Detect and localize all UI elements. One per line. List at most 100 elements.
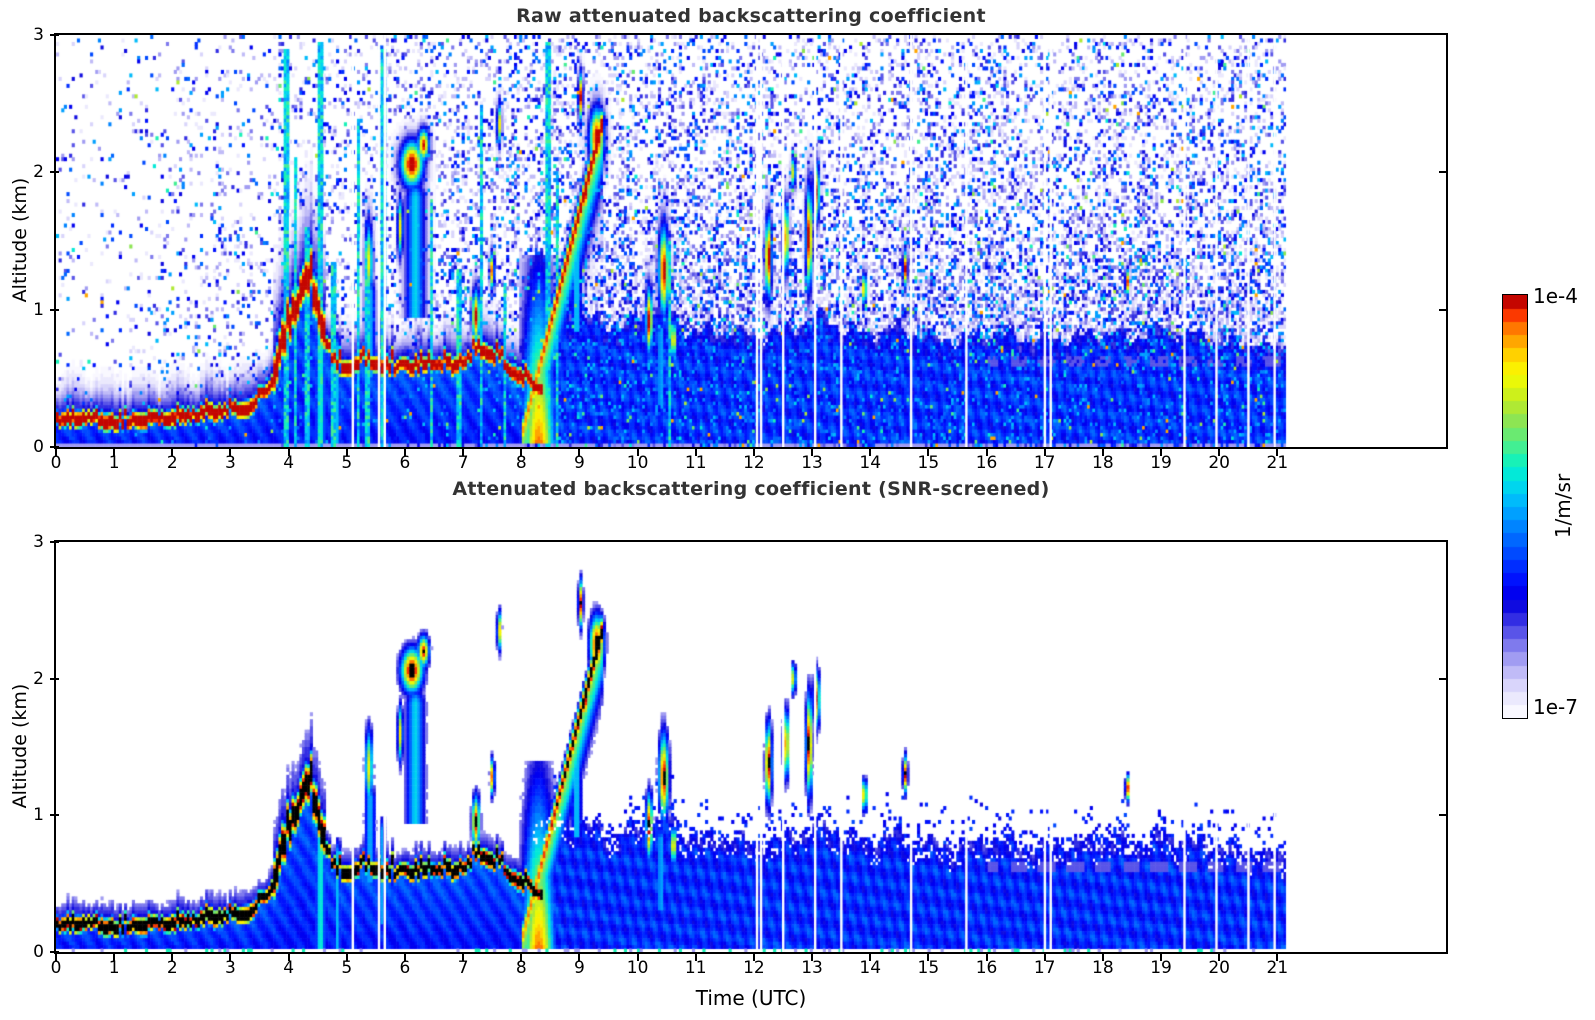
x-tick xyxy=(55,449,57,456)
x-tick xyxy=(55,954,57,961)
right-tick xyxy=(1439,814,1446,817)
x-tick xyxy=(1101,954,1104,961)
x-tick-label: 21 xyxy=(1266,958,1289,978)
colorbar-canvas xyxy=(1503,295,1527,718)
x-tick xyxy=(1160,954,1163,961)
x-tick xyxy=(1276,954,1279,961)
x-tick xyxy=(927,954,930,961)
screened-panel xyxy=(54,540,1448,954)
x-tick-label: 3 xyxy=(225,453,236,473)
colorbar-unit-label: 1/m/sr xyxy=(1551,473,1575,539)
x-tick-label: 15 xyxy=(917,453,940,473)
x-tick xyxy=(869,449,872,456)
raw-panel-title: Raw attenuated backscattering coefficien… xyxy=(516,5,986,27)
x-tick xyxy=(287,954,290,961)
y-tick-label: 3 xyxy=(33,25,44,45)
x-tick xyxy=(752,954,755,961)
x-tick xyxy=(578,449,581,456)
right-tick xyxy=(1439,308,1446,311)
x-tick-label: 18 xyxy=(1092,453,1114,473)
x-tick-label: 14 xyxy=(859,453,882,473)
colorbar xyxy=(1502,294,1528,719)
x-tick-label: 11 xyxy=(684,958,707,978)
x-tick-label: 16 xyxy=(975,453,998,473)
x-tick-label: 8 xyxy=(515,958,527,978)
x-tick-label: 14 xyxy=(859,958,882,978)
x-tick xyxy=(229,954,232,961)
x-tick xyxy=(869,954,872,961)
x-tick-label: 20 xyxy=(1208,453,1230,473)
x-tick-label: 9 xyxy=(574,453,585,473)
x-tick-label: 12 xyxy=(743,958,765,978)
screened-y-axis-label: Altitude (km) xyxy=(9,683,31,809)
x-tick-label: 19 xyxy=(1150,958,1172,978)
x-tick-label: 1 xyxy=(108,453,120,473)
colorbar-min-label: 1e-7 xyxy=(1533,695,1578,719)
x-tick-label: 11 xyxy=(684,453,707,473)
x-tick-label: 7 xyxy=(457,958,469,978)
x-tick xyxy=(1043,954,1046,961)
x-tick-label: 3 xyxy=(225,958,236,978)
x-tick xyxy=(694,954,697,961)
x-tick xyxy=(171,449,174,456)
x-tick-label: 19 xyxy=(1150,453,1172,473)
y-tick-label: 2 xyxy=(33,162,44,183)
x-tick-label: 8 xyxy=(515,453,527,473)
x-tick-label: 9 xyxy=(574,958,585,978)
x-tick xyxy=(636,449,639,456)
x-tick xyxy=(1160,449,1163,456)
x-tick-label: 12 xyxy=(743,453,765,473)
y-tick xyxy=(50,677,59,680)
x-tick xyxy=(811,954,814,961)
x-tick-label: 18 xyxy=(1092,958,1114,978)
y-tick xyxy=(50,446,59,448)
x-tick xyxy=(462,449,465,456)
y-tick xyxy=(50,171,59,174)
raw-heatmap-canvas xyxy=(56,35,1446,447)
x-tick xyxy=(1276,449,1279,456)
y-tick-label: 1 xyxy=(33,805,44,826)
x-tick xyxy=(578,954,581,961)
x-tick-label: 5 xyxy=(341,453,353,473)
colorbar-max-label: 1e-4 xyxy=(1533,284,1578,308)
x-tick-label: 7 xyxy=(457,453,469,473)
x-tick xyxy=(927,449,930,456)
y-tick xyxy=(50,34,59,36)
x-tick xyxy=(113,449,116,456)
x-tick-label: 6 xyxy=(399,958,411,978)
x-tick xyxy=(1218,954,1221,961)
y-tick-label: 1 xyxy=(33,299,44,320)
x-tick-label: 10 xyxy=(626,453,649,473)
x-tick-label: 17 xyxy=(1033,958,1056,978)
x-tick-label: 17 xyxy=(1033,453,1056,473)
x-tick-label: 20 xyxy=(1208,958,1230,978)
x-tick xyxy=(985,449,988,456)
x-tick xyxy=(811,449,814,456)
right-tick xyxy=(1439,171,1446,174)
x-tick-label: 13 xyxy=(801,958,823,978)
x-tick xyxy=(113,954,116,961)
x-axis-label: Time (UTC) xyxy=(695,986,807,1010)
x-tick-label: 6 xyxy=(399,453,411,473)
x-tick xyxy=(520,449,523,456)
x-tick xyxy=(636,954,639,961)
x-tick-label: 2 xyxy=(166,453,178,473)
x-tick-label: 4 xyxy=(283,453,295,473)
y-tick-label: 3 xyxy=(33,532,44,552)
x-tick xyxy=(520,954,523,961)
x-tick-label: 15 xyxy=(917,958,940,978)
y-tick xyxy=(50,308,59,311)
x-tick xyxy=(345,954,348,961)
x-tick xyxy=(403,954,406,961)
x-tick xyxy=(1101,449,1104,456)
x-tick xyxy=(462,954,465,961)
x-tick-label: 13 xyxy=(801,453,823,473)
x-tick-label: 4 xyxy=(283,958,295,978)
x-tick-label: 16 xyxy=(975,958,998,978)
x-tick-label: 0 xyxy=(50,958,62,978)
x-tick-label: 1 xyxy=(108,958,120,978)
x-tick-label: 10 xyxy=(626,958,649,978)
y-tick xyxy=(50,814,59,817)
x-tick xyxy=(694,449,697,456)
